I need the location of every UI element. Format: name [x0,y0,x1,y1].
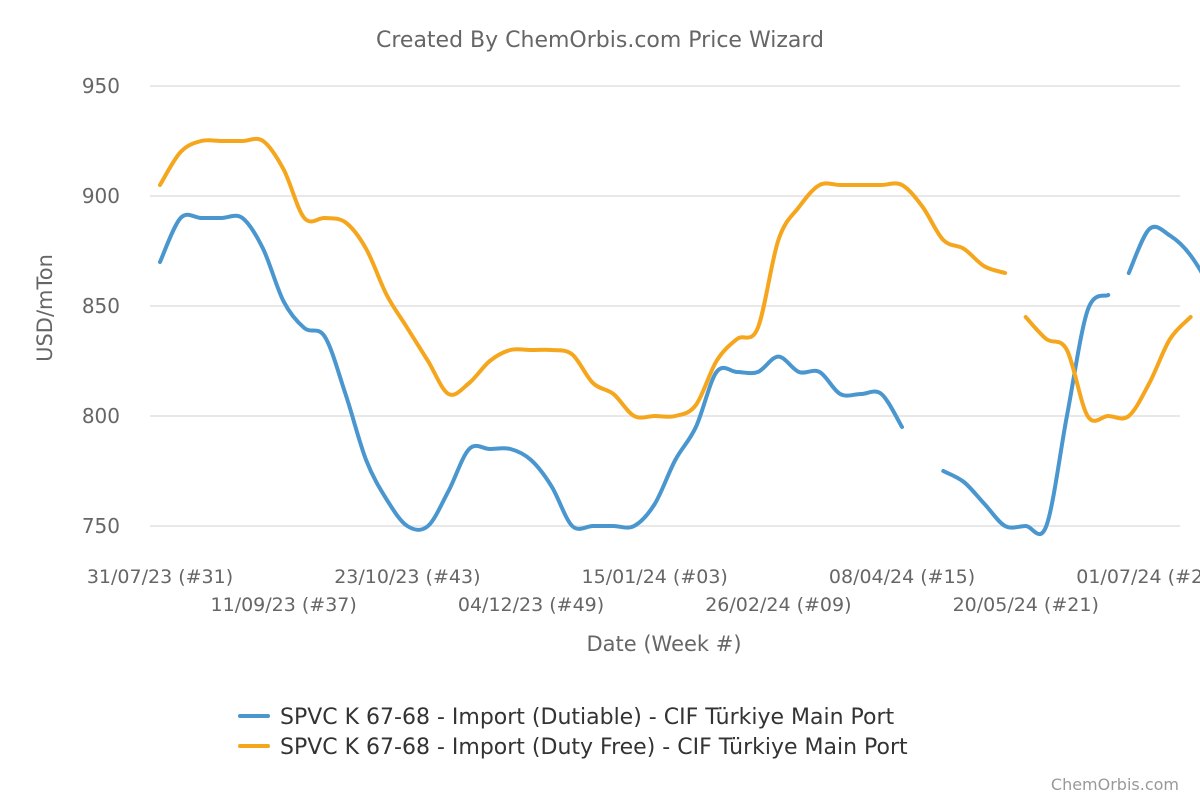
y-axis-label: USD/mTon [33,254,57,362]
series-line-1 [158,212,904,532]
y-tick-label: 850 [82,294,120,318]
x-tick-label: 23/10/23 (#43) [334,566,480,588]
x-tick-label: 20/05/24 (#21) [953,594,1099,616]
series-line-2 [158,136,1008,420]
credit-text[interactable]: ChemOrbis.com [1051,775,1179,794]
series-line-1 [941,293,1111,537]
x-tick-label: 08/04/24 (#15) [829,566,975,588]
y-tick-label: 950 [82,74,120,98]
x-tick-label: 31/07/23 (#31) [87,566,233,588]
y-tick-label: 800 [82,404,120,428]
legend[interactable]: SPVC K 67-68 - Import (Dutiable) - CIF T… [238,705,908,760]
x-tick-label: 04/12/23 (#49) [458,594,604,616]
y-tick-label: 900 [82,184,120,208]
legend-item-label[interactable]: SPVC K 67-68 - Import (Duty Free) - CIF … [280,735,908,760]
legend-item-label[interactable]: SPVC K 67-68 - Import (Dutiable) - CIF T… [280,705,895,730]
x-tick-label: 15/01/24 (#03) [582,566,728,588]
y-tick-label: 750 [82,514,120,538]
series-line-2 [1023,315,1193,423]
x-tick-label: 11/09/23 (#37) [211,594,357,616]
chart-title: Created By ChemOrbis.com Price Wizard [376,28,824,53]
x-axis-label: Date (Week #) [586,632,741,656]
y-axis-ticks: 750 800 850 900 950 [82,74,120,538]
x-axis-ticks: 31/07/23 (#31) 11/09/23 (#37) 23/10/23 (#4… [87,566,1200,616]
x-tick-label: 01/07/24 (#27) [1076,566,1200,588]
series-lines [158,136,1200,537]
series-line-1 [1126,224,1200,275]
x-tick-label: 26/02/24 (#09) [705,594,851,616]
grid-lines [150,85,1180,527]
